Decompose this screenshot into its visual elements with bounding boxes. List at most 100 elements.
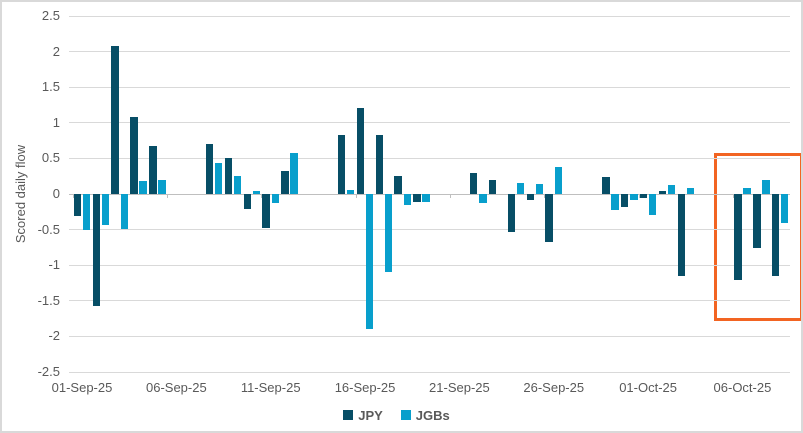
legend-swatch-jgbs-icon (400, 410, 411, 420)
bar-jgbs-06-Oct-25 (743, 187, 751, 194)
bar-jpy-22-Sep-25 (469, 172, 478, 194)
bar-jgbs-15-Sep-25 (346, 189, 355, 194)
bar-jgbs-16-Sep-25 (365, 194, 374, 330)
gridline (69, 86, 790, 88)
x-tick-label: 06-Sep-25 (145, 380, 207, 395)
legend-label-jpy: JPY (358, 407, 383, 423)
y-tick-label: -1 (48, 257, 60, 273)
y-tick-label: 1 (52, 114, 60, 130)
bar-jgbs-09-Sep-25 (233, 176, 242, 194)
bar-jpy-03-Sep-25 (111, 45, 119, 194)
bar-jgbs-07-Oct-25 (762, 179, 770, 194)
bar-jgbs-10-Sep-25 (252, 191, 261, 194)
x-axis-tick (449, 194, 451, 198)
highlight-box (714, 153, 801, 321)
bar-jpy-19-Sep-25 (413, 194, 421, 202)
gridline (69, 335, 790, 337)
x-axis-tick (72, 194, 74, 198)
bar-jpy-05-Sep-25 (149, 145, 157, 194)
x-axis-tick (261, 194, 263, 198)
x-tick-label: 06-Oct-25 (713, 380, 772, 395)
gridline (69, 229, 790, 231)
bar-jgbs-22-Sep-25 (479, 194, 487, 203)
bar-jpy-12-Sep-25 (281, 170, 289, 194)
bar-jpy-30-Sep-25 (620, 194, 629, 207)
bar-jpy-09-Sep-25 (224, 157, 233, 194)
bar-jgbs-18-Sep-25 (403, 194, 412, 205)
bar-jpy-01-Sep-25 (73, 194, 82, 217)
x-axis-tick (544, 194, 546, 198)
bar-jgbs-02-Sep-25 (101, 194, 110, 225)
bar-jgbs-24-Sep-25 (516, 183, 525, 194)
bar-jgbs-05-Sep-25 (158, 179, 166, 194)
x-axis-tick (166, 194, 168, 198)
bar-jgbs-02-Oct-25 (667, 184, 676, 194)
bar-jpy-06-Oct-25 (734, 194, 742, 281)
bar-jpy-29-Sep-25 (602, 176, 610, 194)
bar-jpy-07-Oct-25 (753, 194, 761, 249)
bar-jpy-08-Sep-25 (205, 144, 214, 194)
bar-jgbs-26-Sep-25 (554, 166, 563, 194)
bar-jpy-17-Sep-25 (375, 134, 384, 194)
bar-jgbs-08-Sep-25 (214, 163, 223, 194)
bar-jpy-10-Sep-25 (243, 194, 252, 209)
bar-jpy-15-Sep-25 (337, 134, 346, 194)
bar-jgbs-01-Oct-25 (648, 194, 657, 215)
legend-item-jgbs: JGBs (400, 407, 450, 423)
gridline (69, 157, 790, 159)
gridline (69, 51, 790, 53)
bar-jpy-18-Sep-25 (394, 176, 402, 194)
gridline (69, 371, 790, 373)
bar-jpy-26-Sep-25 (545, 194, 553, 243)
x-tick-label: 01-Sep-25 (51, 380, 113, 395)
x-tick-label: 26-Sep-25 (523, 380, 585, 395)
y-tick-label: -2 (48, 328, 60, 344)
bar-jpy-01-Oct-25 (639, 194, 648, 198)
bar-jpy-23-Sep-25 (488, 179, 497, 194)
bar-jgbs-03-Sep-25 (120, 194, 129, 229)
gridline (69, 300, 790, 302)
x-tick-label: 01-Oct-25 (619, 380, 677, 395)
bar-jpy-02-Sep-25 (92, 194, 101, 306)
gridline (69, 264, 790, 266)
y-tick-label: 1.5 (41, 79, 60, 95)
x-axis-tick (355, 194, 357, 198)
bar-jgbs-17-Sep-25 (384, 194, 393, 273)
bar-jgbs-03-Oct-25 (686, 188, 695, 194)
bar-jpy-11-Sep-25 (262, 194, 270, 229)
legend-swatch-jpy-icon (343, 410, 354, 420)
bar-jgbs-19-Sep-25 (422, 194, 430, 202)
bar-jpy-16-Sep-25 (356, 107, 365, 194)
x-tick-label: 21-Sep-25 (429, 380, 490, 395)
y-tick-label: 2.5 (41, 8, 60, 23)
bar-jgbs-12-Sep-25 (290, 152, 298, 194)
bar-jgbs-04-Sep-25 (139, 181, 147, 194)
bar-jpy-24-Sep-25 (507, 194, 516, 232)
x-tick-label: 11-Sep-25 (240, 380, 301, 395)
y-tick-label: 2 (52, 43, 60, 59)
bar-jpy-08-Oct-25 (771, 194, 780, 276)
bar-jpy-25-Sep-25 (526, 194, 535, 201)
legend: JPY JGBs (2, 407, 791, 423)
bar-jgbs-30-Sep-25 (630, 194, 638, 200)
legend-label-jgbs: JGBs (415, 407, 450, 423)
y-tick-label: -2.5 (37, 364, 60, 379)
y-tick-label: -1.5 (37, 292, 60, 308)
legend-item-jpy: JPY (343, 408, 383, 423)
x-axis-tick (638, 194, 640, 198)
bar-jgbs-25-Sep-25 (535, 184, 544, 194)
bar-jgbs-01-Sep-25 (82, 194, 91, 231)
y-tick-label: 0 (52, 186, 60, 201)
bar-jgbs-11-Sep-25 (271, 194, 279, 204)
bar-jpy-04-Sep-25 (130, 117, 138, 194)
x-tick-label: 16-Sep-25 (334, 380, 396, 395)
bar-jpy-03-Oct-25 (677, 194, 686, 276)
bar-jpy-02-Oct-25 (658, 191, 667, 194)
y-tick-label: -0.5 (37, 221, 60, 237)
bar-jgbs-08-Oct-25 (780, 194, 789, 224)
gridline (69, 15, 790, 17)
gridline (69, 122, 790, 124)
bar-jgbs-29-Sep-25 (611, 194, 619, 211)
y-tick-label: 0.5 (41, 150, 60, 166)
